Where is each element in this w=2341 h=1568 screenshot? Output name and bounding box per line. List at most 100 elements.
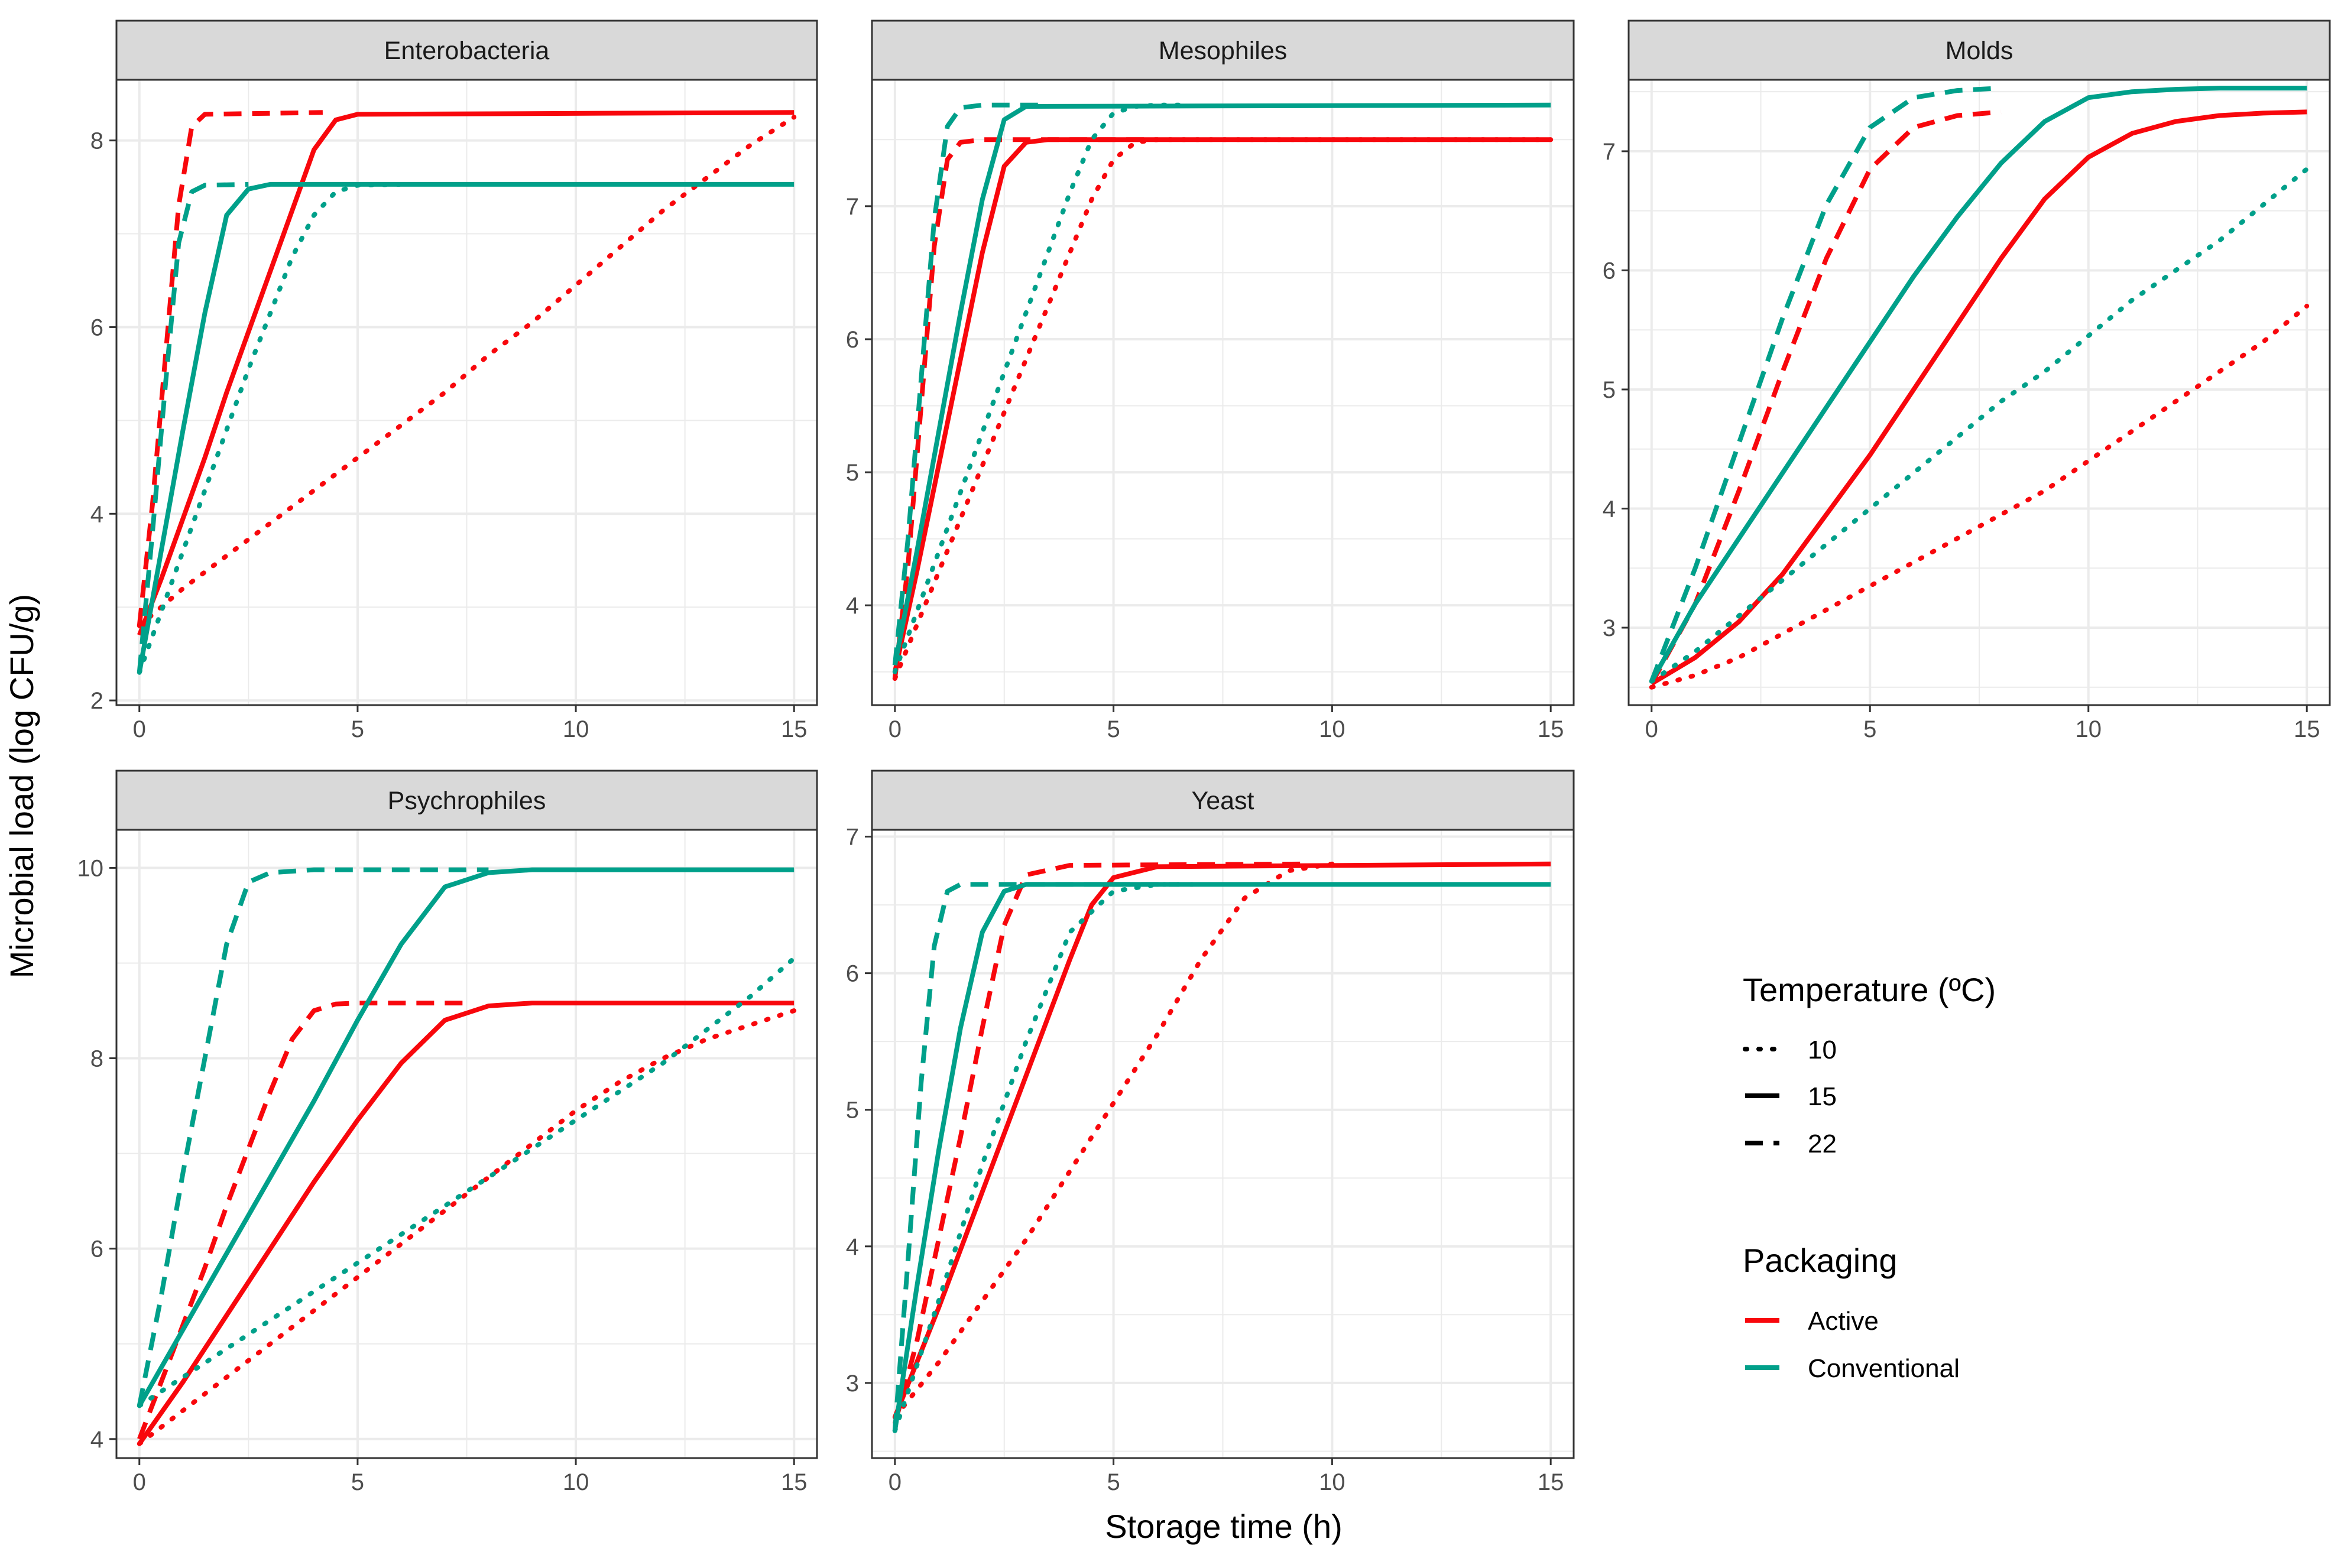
series-line-active-10 (892, 861, 1335, 1420)
series-line-conventional-15 (137, 181, 795, 673)
legend-title-packaging: Packaging (1743, 1242, 1898, 1279)
x-tick-label: 5 (1107, 716, 1120, 742)
x-tick-label: 15 (1538, 716, 1564, 742)
series-line-conventional-22 (137, 867, 489, 1407)
legend-label-15: 15 (1808, 1082, 1837, 1111)
x-tick-label: 10 (563, 1469, 589, 1495)
y-tick-label: 4 (846, 1234, 859, 1260)
series-line-conventional-22 (137, 181, 249, 673)
y-tick-label: 10 (77, 855, 104, 881)
panel-mesophiles: Mesophiles 0 5 10 15 4 5 6 7 (846, 20, 1575, 742)
panel-enterobacteria: Enterobacteria 0 5 10 15 2 4 6 8 (90, 20, 818, 742)
y-tick-label: 6 (90, 314, 103, 340)
strip-background (871, 770, 1575, 831)
x-tick-label: 10 (1319, 716, 1345, 742)
series-line-active-15 (137, 1001, 795, 1446)
panel-psychrophiles: Psychrophiles 0 5 10 15 4 6 8 10 (77, 770, 818, 1495)
y-tick-label: 5 (846, 460, 859, 486)
y-tick-label: 6 (846, 961, 859, 987)
y-tick-label: 4 (1603, 496, 1616, 522)
x-tick-label: 0 (889, 716, 902, 742)
strip-background (1627, 20, 2331, 81)
series-line-conventional-15 (892, 882, 1551, 1431)
series-line-conventional-15 (1649, 86, 2307, 683)
y-tick-label: 2 (90, 688, 103, 714)
legend-title-temperature: Temperature (ºC) (1743, 971, 1996, 1008)
x-tick-label: 5 (351, 716, 364, 742)
y-tick-label: 5 (1603, 377, 1616, 403)
strip-title: Mesophiles (1159, 37, 1288, 65)
panel-border (871, 829, 1575, 1459)
x-tick-label: 5 (351, 1469, 364, 1495)
y-tick-label: 5 (846, 1098, 859, 1124)
x-tick-label: 0 (889, 1469, 902, 1495)
strip-title: Enterobacteria (384, 37, 550, 65)
panel-border (115, 829, 818, 1459)
strip-background (115, 20, 818, 81)
x-tick-label: 15 (1538, 1469, 1564, 1495)
series-line-conventional-10 (892, 102, 1182, 674)
strip-title: Yeast (1191, 787, 1254, 815)
y-tick-label: 7 (846, 194, 859, 220)
strip-background (115, 770, 818, 831)
y-tick-label: 4 (90, 1427, 103, 1453)
panel-molds: Molds 0 5 10 15 3 4 5 6 7 (1603, 20, 2331, 742)
legend-label-22: 22 (1808, 1129, 1837, 1158)
series-line-active-10 (892, 137, 1554, 681)
y-tick-label: 6 (1603, 258, 1616, 284)
y-tick-label: 7 (846, 824, 859, 850)
series-line-active-10 (137, 115, 797, 628)
legend-label-10: 10 (1808, 1035, 1837, 1064)
legend-label-conventional: Conventional (1808, 1354, 1960, 1383)
series-line-active-15 (137, 110, 795, 637)
series-line-conventional-10 (137, 181, 404, 675)
x-tick-label: 15 (781, 1469, 808, 1495)
series-line-conventional-15 (892, 102, 1551, 666)
y-tick-label: 6 (90, 1236, 103, 1262)
panel-border (115, 79, 818, 706)
legend-label-active: Active (1808, 1307, 1879, 1336)
strip-title: Psychrophiles (388, 787, 546, 815)
y-tick-label: 4 (846, 593, 859, 619)
series-line-active-22 (892, 861, 1311, 1425)
strip-title: Molds (1946, 37, 2013, 65)
series-line-active-22 (1649, 109, 2002, 685)
series-line-active-15 (893, 861, 1551, 1418)
x-tick-label: 0 (133, 716, 146, 742)
series-line-active-10 (137, 1008, 797, 1446)
x-tick-label: 10 (2075, 716, 2102, 742)
x-tick-label: 10 (563, 716, 589, 742)
panel-border (1627, 79, 2331, 706)
y-tick-label: 7 (1603, 139, 1616, 165)
y-axis-title: Microbial load (log CFU/g) (3, 594, 40, 978)
legend: Temperature (ºC) 10 15 22 Packaging Acti… (1743, 971, 1996, 1383)
series-line-conventional-22 (892, 882, 1179, 1431)
y-tick-label: 6 (846, 327, 859, 353)
series-line-conventional-10 (137, 956, 797, 1408)
x-tick-label: 5 (1107, 1469, 1120, 1495)
panels: Enterobacteria 0 5 10 15 2 4 6 8 Mesophiles 0 5 10 15… (77, 20, 2331, 1495)
series-line-conventional-10 (1649, 167, 2310, 684)
x-tick-label: 15 (2294, 716, 2320, 742)
x-tick-label: 5 (1863, 716, 1876, 742)
series-line-conventional-15 (137, 867, 795, 1407)
y-tick-label: 3 (846, 1371, 859, 1397)
series-line-active-15 (892, 137, 1551, 673)
y-tick-label: 8 (90, 128, 103, 154)
strip-background (871, 20, 1575, 81)
x-tick-label: 15 (781, 716, 808, 742)
series-line-conventional-22 (892, 102, 1048, 665)
series-line-active-22 (137, 110, 323, 626)
y-tick-label: 8 (90, 1046, 103, 1072)
x-tick-label: 10 (1319, 1469, 1345, 1495)
y-tick-label: 3 (1603, 615, 1616, 641)
x-tick-label: 0 (133, 1469, 146, 1495)
y-tick-label: 4 (90, 501, 103, 527)
x-axis-title: Storage time (h) (1105, 1508, 1343, 1545)
series-line-active-10 (1649, 303, 2310, 690)
panel-yeast: Yeast 0 5 10 15 3 4 5 6 7 (846, 770, 1575, 1495)
panel-border (871, 79, 1575, 706)
series-line-active-22 (137, 1001, 467, 1440)
x-tick-label: 0 (1645, 716, 1658, 742)
